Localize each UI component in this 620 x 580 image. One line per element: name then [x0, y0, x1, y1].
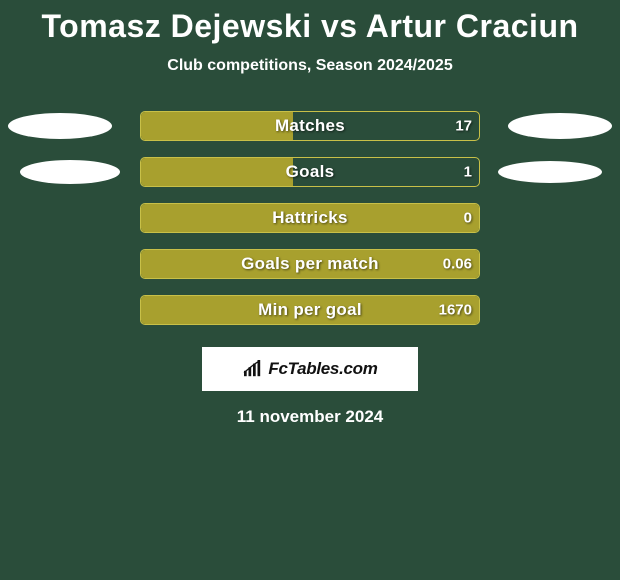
stat-row: Goals per match 0.06 — [0, 241, 620, 287]
stat-bar-fill — [141, 112, 293, 140]
stat-bar-fill — [141, 158, 293, 186]
stat-row: Goals 1 — [0, 149, 620, 195]
stat-bar-track — [140, 111, 480, 141]
subtitle: Club competitions, Season 2024/2025 — [0, 57, 620, 75]
stat-bar-track — [140, 295, 480, 325]
player2-marker — [508, 113, 612, 139]
stats-area: Matches 17 Goals 1 Hattricks 0 Goals per — [0, 103, 620, 333]
player2-marker — [498, 161, 602, 183]
logo-text: FcTables.com — [268, 359, 377, 379]
chart-icon — [242, 360, 264, 378]
stat-bar-track — [140, 249, 480, 279]
stat-row: Hattricks 0 — [0, 195, 620, 241]
stat-bar-fill — [141, 204, 479, 232]
date-label: 11 november 2024 — [0, 407, 620, 427]
player1-marker — [8, 113, 112, 139]
stat-bar-fill — [141, 296, 479, 324]
comparison-card: Tomasz Dejewski vs Artur Craciun Club co… — [0, 0, 620, 427]
stat-row: Min per goal 1670 — [0, 287, 620, 333]
source-logo: FcTables.com — [202, 347, 418, 391]
stat-bar-fill — [141, 250, 479, 278]
stat-row: Matches 17 — [0, 103, 620, 149]
stat-bar-track — [140, 157, 480, 187]
page-title: Tomasz Dejewski vs Artur Craciun — [0, 8, 620, 45]
player1-marker — [20, 160, 120, 184]
stat-bar-track — [140, 203, 480, 233]
